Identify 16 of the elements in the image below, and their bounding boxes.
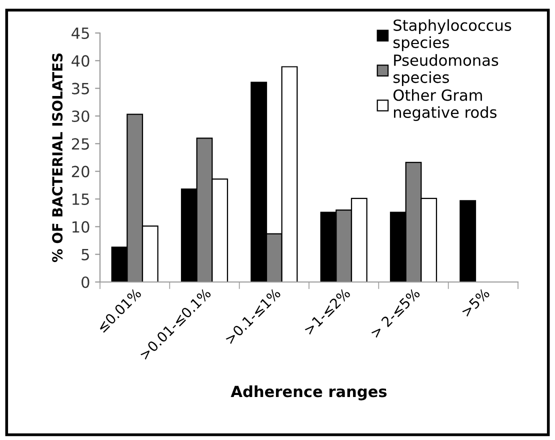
legend-label: Other Gram negative rods	[393, 89, 496, 121]
y-tick-label: 15	[72, 194, 89, 206]
y-axis-title: % OF BACTERIAL ISOLATES	[52, 53, 63, 262]
x-axis-title: Adherence ranges	[230, 385, 387, 400]
bar	[460, 200, 476, 282]
y-tick-label: 35	[72, 82, 89, 94]
y-tick-label: 45	[72, 28, 89, 40]
y-tick-label: 20	[72, 166, 90, 178]
y-tick-label: 30	[72, 110, 90, 122]
y-tick-label: 10	[72, 221, 90, 233]
legend-label: Pseudomonas species	[393, 54, 498, 86]
y-tick-label: 40	[72, 55, 90, 67]
y-tick-label: 25	[72, 138, 89, 150]
y-tick-label: 0	[82, 276, 90, 288]
legend-label: Staphylococcus species	[393, 19, 512, 52]
y-tick-label: 5	[82, 249, 89, 260]
